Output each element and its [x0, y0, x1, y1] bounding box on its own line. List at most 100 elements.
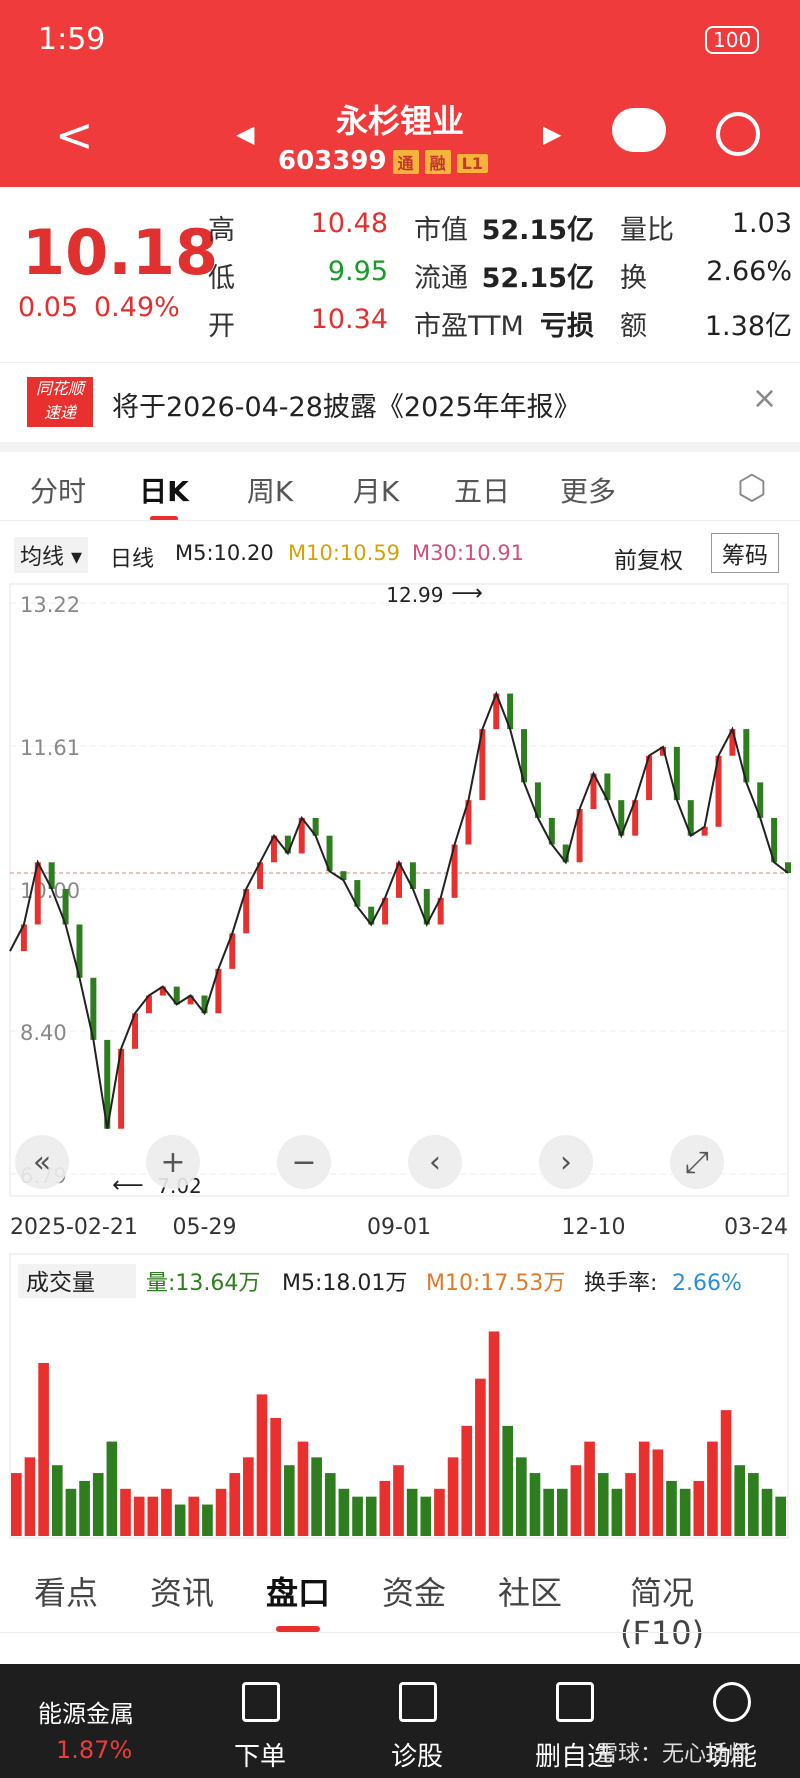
price-bar	[507, 693, 514, 730]
nav-item[interactable]: 功能	[704, 1742, 757, 1772]
volume-bar	[625, 1473, 636, 1536]
assistant-icon[interactable]	[612, 108, 666, 152]
bottom-tab[interactable]: 资讯	[149, 1574, 214, 1612]
price-bar	[659, 746, 666, 756]
stat-key: 流通	[414, 263, 468, 294]
arrow: ⟶	[451, 581, 483, 606]
price-bar	[34, 862, 41, 925]
period-tab[interactable]: 分时	[29, 475, 86, 508]
battery: 100	[705, 26, 760, 54]
chart-control[interactable]	[146, 1135, 200, 1189]
period-tab[interactable]: 周K	[246, 475, 294, 508]
notice-logo: 同花顺 速递	[27, 377, 93, 427]
nav-item[interactable]: 删自选	[534, 1742, 613, 1772]
chart-control[interactable]	[539, 1135, 593, 1189]
notice-bar[interactable]: 同花顺 速递 将于2026-04-28披露《2025年年报》 ×	[0, 362, 800, 443]
bottom-tab[interactable]: 简况(F10)	[619, 1574, 705, 1652]
prev-stock[interactable]: ◀	[236, 120, 255, 148]
volume-bar	[679, 1488, 691, 1536]
bottom-tab[interactable]: 看点	[33, 1574, 98, 1612]
change-pct: 0.49%	[94, 292, 180, 323]
stock-code: 603399 通融 L1	[278, 146, 488, 176]
nav-item[interactable]: 下单	[233, 1742, 286, 1772]
nav-icon[interactable]	[399, 1682, 437, 1722]
logo-bottom: 速递	[43, 403, 76, 422]
x-tick-label: 2025-02-21	[10, 1215, 138, 1240]
volume-bar	[51, 1465, 63, 1536]
volume-bar	[516, 1457, 527, 1536]
stat-value: 10.34	[310, 304, 388, 335]
stat-key: 开	[208, 311, 235, 342]
period-tab[interactable]: 日K	[139, 475, 189, 508]
volume-bar	[406, 1488, 418, 1536]
nav-icon[interactable]	[242, 1682, 280, 1722]
stock-name: 永杉锂业	[335, 102, 464, 140]
nav-item[interactable]: 诊股	[390, 1742, 443, 1772]
volume-bar	[666, 1480, 677, 1536]
volume-bar	[734, 1465, 746, 1536]
volume-bar	[229, 1473, 241, 1536]
volume-bar	[693, 1480, 705, 1536]
price-bar	[604, 773, 611, 801]
volume-bar	[529, 1473, 541, 1536]
stat-value: 亏损	[540, 311, 594, 342]
back-button[interactable]: <	[55, 108, 94, 162]
volume-bar	[543, 1488, 554, 1536]
divider	[0, 520, 800, 521]
chart-control[interactable]	[277, 1135, 331, 1189]
next-stock[interactable]: ▶	[543, 120, 562, 148]
volume-bar	[24, 1457, 36, 1536]
volume-bar	[297, 1441, 309, 1536]
chart-control[interactable]	[408, 1135, 462, 1189]
period-tab[interactable]: 五日	[453, 475, 510, 508]
price-bar	[187, 995, 194, 1005]
price-bar	[785, 862, 791, 873]
price-bar	[409, 862, 416, 889]
search-icon[interactable]	[716, 112, 760, 156]
period-tab[interactable]: 更多	[559, 475, 616, 508]
volume-bar	[38, 1362, 49, 1536]
volume-bar	[243, 1457, 254, 1536]
nav-icon[interactable]	[713, 1682, 751, 1722]
volume-m10: M10:17.53万	[426, 1271, 565, 1296]
badges: 通融 L1	[387, 146, 488, 176]
logo-top: 同花顺	[35, 379, 84, 398]
price-bar	[270, 835, 277, 863]
x-tick-label: 05-29	[173, 1215, 237, 1240]
indicator: 均线	[20, 545, 65, 570]
turnover: 2.66%	[672, 1271, 742, 1296]
chart-control-icon: ‹	[429, 1145, 441, 1180]
stat-key: 市值	[414, 215, 468, 246]
sector[interactable]: 能源金属	[38, 1700, 134, 1728]
price-bar	[396, 862, 402, 898]
volume-bar	[65, 1488, 77, 1536]
x-tick-label: 09-01	[367, 1215, 431, 1240]
bottom-nav: 能源金属 1.87% 下单 诊股 删自选 功能 雪球：无心插师	[0, 1664, 800, 1778]
chips-button[interactable]: 筹码	[711, 533, 779, 573]
settings-icon[interactable]: ⬡	[737, 468, 767, 508]
bottom-tab[interactable]: 盘口	[265, 1574, 330, 1612]
volume-bar	[365, 1496, 377, 1536]
adjust[interactable]: 前复权	[614, 548, 683, 574]
ma10: M10:10.59	[288, 541, 401, 565]
bottom-tab[interactable]: 资金	[381, 1574, 446, 1612]
x-tick-label: 03-24	[724, 1215, 788, 1240]
badge: L1	[456, 154, 488, 173]
indicator-select[interactable]: 均线 ▾	[14, 537, 89, 573]
chart-control[interactable]	[670, 1135, 724, 1189]
price-line	[9, 690, 789, 1129]
bottom-tab[interactable]: 社区	[497, 1574, 562, 1612]
ma30: M30:10.91	[412, 541, 525, 565]
nav-icon[interactable]	[556, 1682, 594, 1722]
close-notice[interactable]: ×	[752, 381, 778, 416]
volume-bar	[761, 1488, 773, 1536]
price-bar	[173, 986, 180, 1005]
volume-bar	[420, 1496, 432, 1536]
stat-key: 高	[208, 215, 235, 246]
watermark: 雪球：无心插师	[596, 1742, 751, 1767]
price-bar	[673, 746, 680, 801]
period-tab[interactable]: 月K	[352, 475, 400, 508]
chart-control[interactable]	[15, 1135, 69, 1189]
price-bar	[562, 844, 569, 863]
